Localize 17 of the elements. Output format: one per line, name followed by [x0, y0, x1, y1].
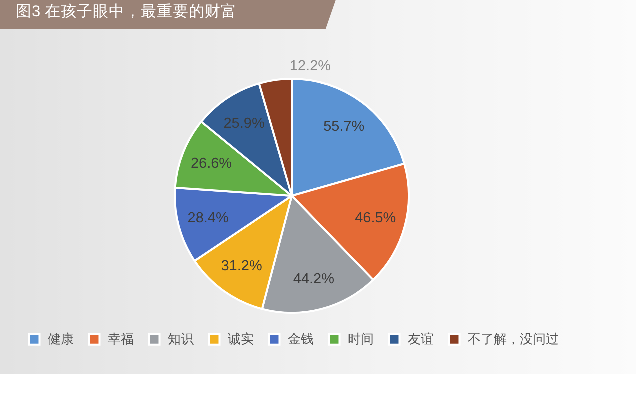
data-label: 26.6% — [190, 156, 232, 172]
data-label: 31.2% — [221, 258, 262, 275]
data-label: 12.2% — [290, 58, 332, 74]
legend-label: 诚实 — [228, 332, 254, 347]
legend-label: 不了解，没问过 — [468, 332, 559, 347]
legend-label: 金钱 — [288, 332, 314, 347]
legend-label: 时间 — [348, 332, 374, 347]
data-label: 25.9% — [224, 116, 265, 132]
legend-label: 健康 — [48, 332, 74, 347]
data-label: 46.5% — [355, 210, 396, 226]
legend-label: 知识 — [168, 332, 194, 347]
data-label: 44.2% — [293, 272, 335, 288]
data-label: 28.4% — [188, 210, 229, 226]
legend-label: 幸福 — [108, 332, 134, 347]
chart-title: 图3 在孩子眼中，最重要的财富 — [16, 2, 237, 20]
data-label: 55.7% — [324, 118, 365, 135]
legend-label: 友谊 — [408, 332, 434, 347]
